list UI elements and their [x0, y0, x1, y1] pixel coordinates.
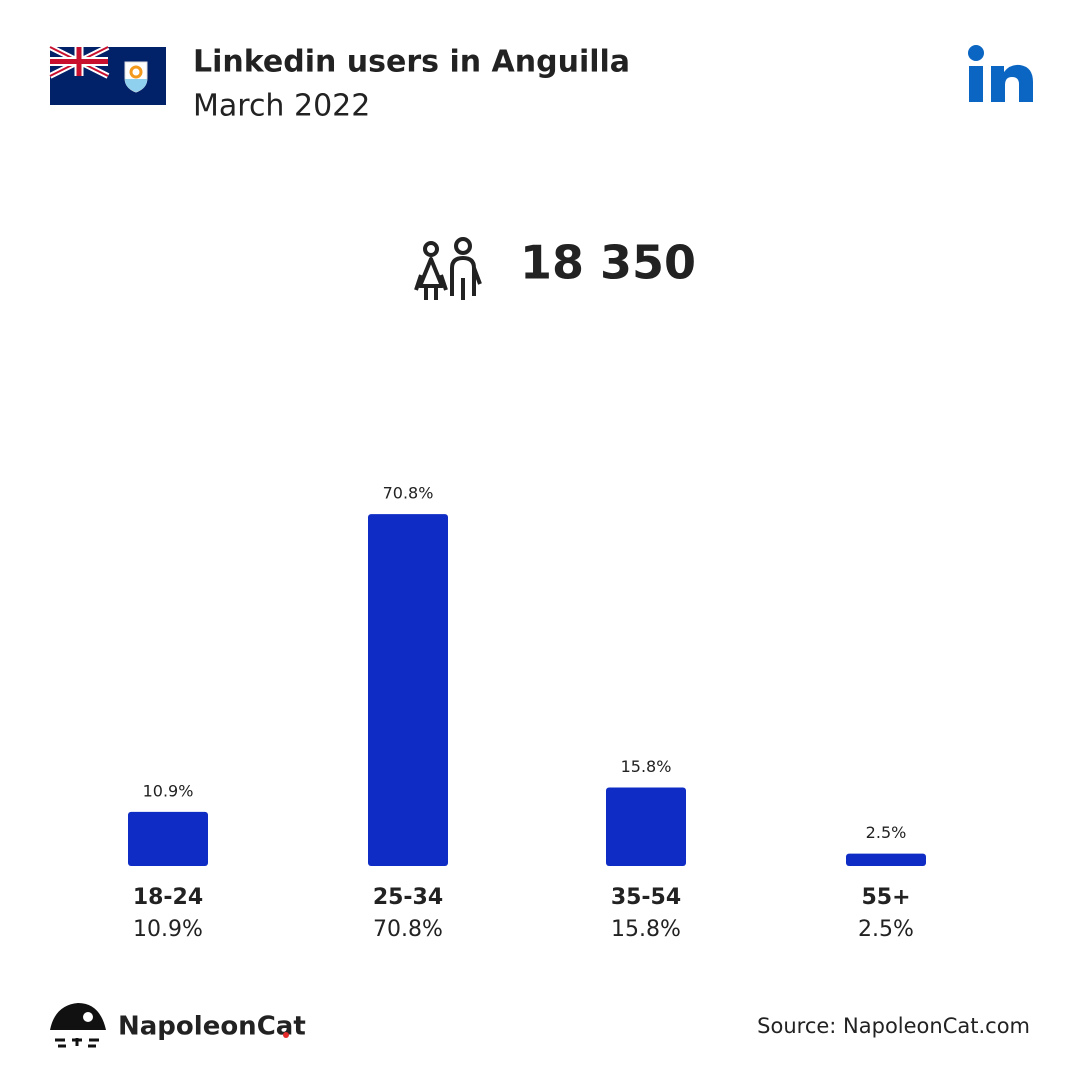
category-label: 25-34: [373, 885, 443, 910]
flag: [48, 44, 166, 105]
title: Linkedin users in Anguilla: [193, 45, 630, 80]
category-share: 70.8%: [373, 917, 443, 942]
value-label: 10.9%: [143, 781, 194, 800]
brand-logo: [50, 1003, 106, 1048]
bar: [128, 811, 208, 866]
category-share: 10.9%: [133, 917, 203, 942]
category-label: 18-24: [133, 885, 203, 910]
brand-dot: [283, 1032, 289, 1038]
value-label: 2.5%: [866, 823, 907, 842]
category-label: 55+: [861, 885, 910, 910]
value-label: 15.8%: [621, 757, 672, 776]
bar: [606, 787, 686, 866]
category-label: 35-54: [611, 885, 681, 910]
linkedin-logo: [968, 45, 1033, 102]
total-users: 18 350: [520, 236, 696, 290]
subtitle: March 2022: [193, 89, 370, 124]
source: Source: NapoleonCat.com: [757, 1014, 1030, 1038]
bar: [846, 853, 926, 866]
category-share: 2.5%: [858, 917, 914, 942]
value-label: 70.8%: [383, 484, 434, 503]
category-share: 15.8%: [611, 917, 681, 942]
users-icon: [414, 237, 482, 300]
brand-name: NapoleonCat: [118, 1012, 306, 1042]
bar: [368, 514, 448, 866]
